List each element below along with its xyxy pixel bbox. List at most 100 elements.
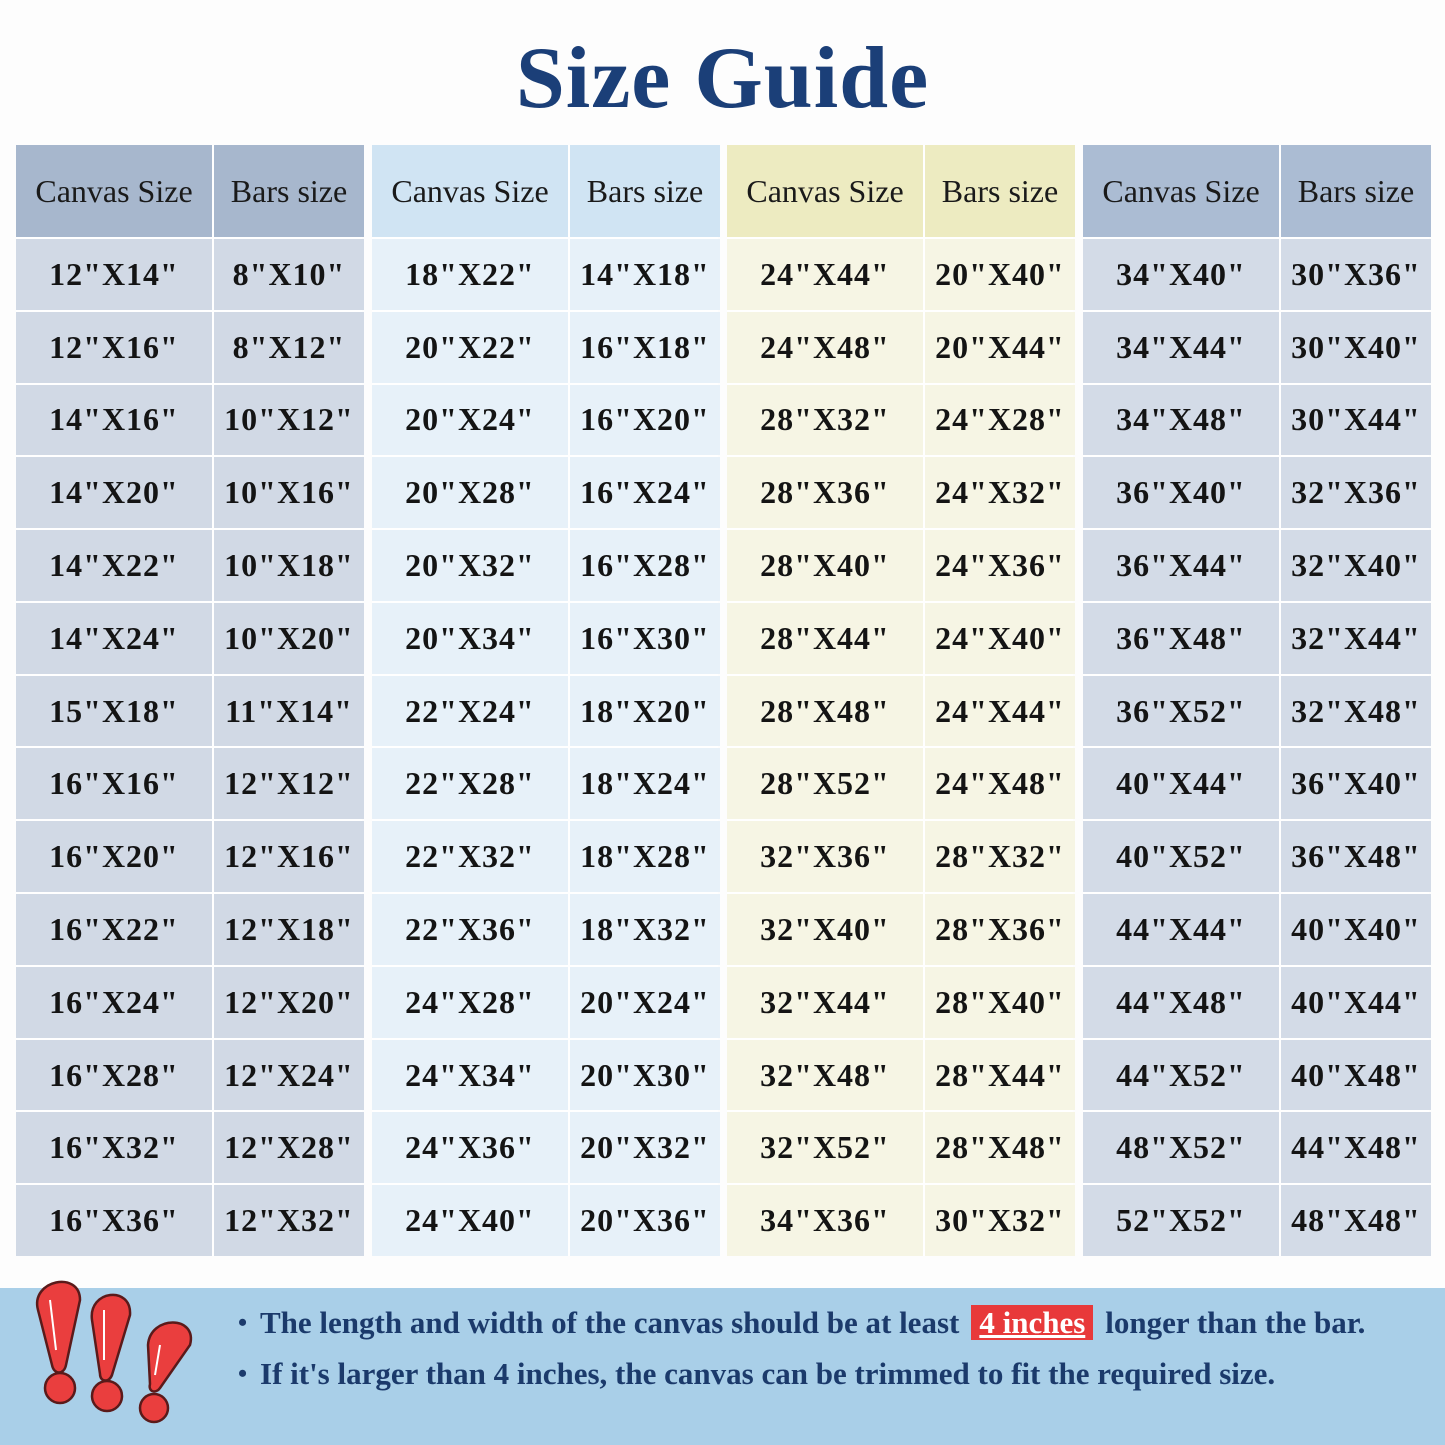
- canvas-size-cell: 15"X18": [16, 675, 212, 747]
- canvas-size-cell: 34"X36": [727, 1185, 923, 1256]
- canvas-size-cell: 32"X36": [727, 821, 923, 893]
- canvas-size-cell: 24"X36": [372, 1112, 568, 1184]
- bars-size-cell: 40"X48": [1281, 1039, 1431, 1111]
- bars-size-cell: 18"X28": [570, 821, 720, 893]
- bars-size-cell: 12"X12": [214, 748, 364, 820]
- bars-size-cell: 48"X48": [1281, 1185, 1431, 1256]
- bars-size-cell: 16"X28": [570, 530, 720, 601]
- canvas-size-cell: 36"X44": [1083, 530, 1279, 601]
- bars-size-cell: 28"X44": [925, 1039, 1075, 1111]
- bars-size-cell: 30"X32": [925, 1185, 1075, 1256]
- canvas-size-cell: 22"X32": [372, 821, 568, 893]
- size-table-4: Canvas Size Bars size 34"X40" 30"X36" 34"X44…: [1083, 145, 1431, 1256]
- canvas-size-cell: 28"X44": [727, 602, 923, 674]
- canvas-size-cell: 22"X36": [372, 894, 568, 965]
- bars-size-cell: 36"X40": [1281, 748, 1431, 820]
- canvas-size-cell: 40"X52": [1083, 821, 1279, 893]
- canvas-size-cell: 34"X44": [1083, 311, 1279, 383]
- bars-size-cell: 18"X20": [570, 675, 720, 747]
- bars-size-cell: 32"X40": [1281, 530, 1431, 601]
- bars-size-cell: 10"X18": [214, 530, 364, 601]
- bars-size-cell: 16"X18": [570, 311, 720, 383]
- canvas-size-cell: 14"X24": [16, 602, 212, 674]
- bars-size-cell: 12"X24": [214, 1039, 364, 1111]
- note-1-text: The length and width of the canvas shoul…: [260, 1305, 960, 1340]
- canvas-size-cell: 28"X40": [727, 530, 923, 601]
- canvas-size-cell: 34"X48": [1083, 384, 1279, 456]
- bars-size-cell: 20"X24": [570, 966, 720, 1038]
- bars-size-cell: 32"X48": [1281, 675, 1431, 747]
- note-1: The length and width of the canvas shoul…: [238, 1304, 1438, 1341]
- canvas-size-cell: 22"X24": [372, 675, 568, 747]
- bars-size-cell: 20"X40": [925, 239, 1075, 310]
- canvas-size-cell: 36"X52": [1083, 675, 1279, 747]
- canvas-size-cell: 12"X14": [16, 239, 212, 310]
- canvas-size-cell: 20"X22": [372, 311, 568, 383]
- canvas-size-cell: 12"X16": [16, 311, 212, 383]
- header-bars-size: Bars size: [570, 145, 720, 237]
- canvas-size-cell: 20"X24": [372, 384, 568, 456]
- canvas-size-cell: 28"X52": [727, 748, 923, 820]
- bars-size-cell: 11"X14": [214, 675, 364, 747]
- canvas-size-cell: 20"X32": [372, 530, 568, 601]
- bars-size-cell: 24"X40": [925, 602, 1075, 674]
- canvas-size-cell: 32"X44": [727, 966, 923, 1038]
- size-table-3: Canvas Size Bars size 24"X44" 20"X40" 24"X48…: [727, 145, 1075, 1256]
- bars-size-cell: 44"X48": [1281, 1112, 1431, 1184]
- bars-size-cell: 14"X18": [570, 239, 720, 310]
- bars-size-cell: 12"X20": [214, 966, 364, 1038]
- bars-size-cell: 28"X48": [925, 1112, 1075, 1184]
- canvas-size-cell: 16"X24": [16, 966, 212, 1038]
- canvas-size-cell: 18"X22": [372, 239, 568, 310]
- bars-size-cell: 30"X44": [1281, 384, 1431, 456]
- bars-size-cell: 20"X36": [570, 1185, 720, 1256]
- bars-size-cell: 16"X24": [570, 457, 720, 529]
- bars-size-cell: 8"X12": [214, 311, 364, 383]
- canvas-size-cell: 16"X32": [16, 1112, 212, 1184]
- header-bars-size: Bars size: [925, 145, 1075, 237]
- header-canvas-size: Canvas Size: [16, 145, 212, 237]
- canvas-size-cell: 24"X48": [727, 311, 923, 383]
- canvas-size-cell: 40"X44": [1083, 748, 1279, 820]
- canvas-size-cell: 28"X36": [727, 457, 923, 529]
- bars-size-cell: 10"X16": [214, 457, 364, 529]
- bars-size-cell: 18"X24": [570, 748, 720, 820]
- size-table-1: Canvas Size Bars size 12"X14" 8"X10" 12"X16"…: [16, 145, 364, 1256]
- canvas-size-cell: 24"X34": [372, 1039, 568, 1111]
- canvas-size-cell: 44"X52": [1083, 1039, 1279, 1111]
- bars-size-cell: 30"X36": [1281, 239, 1431, 310]
- bars-size-cell: 24"X44": [925, 675, 1075, 747]
- page-title: Size Guide: [515, 30, 930, 127]
- bars-size-cell: 12"X32": [214, 1185, 364, 1256]
- header-canvas-size: Canvas Size: [1083, 145, 1279, 237]
- canvas-size-cell: 52"X52": [1083, 1185, 1279, 1256]
- header-bars-size: Bars size: [214, 145, 364, 237]
- bars-size-cell: 28"X36": [925, 894, 1075, 965]
- canvas-size-cell: 44"X48": [1083, 966, 1279, 1038]
- bars-size-cell: 40"X40": [1281, 894, 1431, 965]
- canvas-size-cell: 20"X28": [372, 457, 568, 529]
- header-canvas-size: Canvas Size: [727, 145, 923, 237]
- bars-size-cell: 18"X32": [570, 894, 720, 965]
- highlight-4-inches: 4 inches: [971, 1305, 1094, 1340]
- bars-size-cell: 24"X36": [925, 530, 1075, 601]
- canvas-size-cell: 28"X32": [727, 384, 923, 456]
- canvas-size-cell: 14"X20": [16, 457, 212, 529]
- header-bars-size: Bars size: [1281, 145, 1431, 237]
- bars-size-cell: 10"X12": [214, 384, 364, 456]
- exclamation-marks-icon: [35, 1280, 193, 1424]
- note-2: If it's larger than 4 inches, the canvas…: [238, 1355, 1438, 1392]
- canvas-size-cell: 24"X28": [372, 966, 568, 1038]
- header-canvas-size: Canvas Size: [372, 145, 568, 237]
- bars-size-cell: 10"X20": [214, 602, 364, 674]
- canvas-size-cell: 48"X52": [1083, 1112, 1279, 1184]
- bars-size-cell: 20"X32": [570, 1112, 720, 1184]
- size-table-2: Canvas Size Bars size 18"X22" 14"X18" 20"X22…: [372, 145, 720, 1256]
- canvas-size-cell: 32"X48": [727, 1039, 923, 1111]
- canvas-size-cell: 36"X48": [1083, 602, 1279, 674]
- bars-size-cell: 20"X44": [925, 311, 1075, 383]
- canvas-size-cell: 36"X40": [1083, 457, 1279, 529]
- bars-size-cell: 12"X16": [214, 821, 364, 893]
- bars-size-cell: 24"X48": [925, 748, 1075, 820]
- bars-size-cell: 12"X28": [214, 1112, 364, 1184]
